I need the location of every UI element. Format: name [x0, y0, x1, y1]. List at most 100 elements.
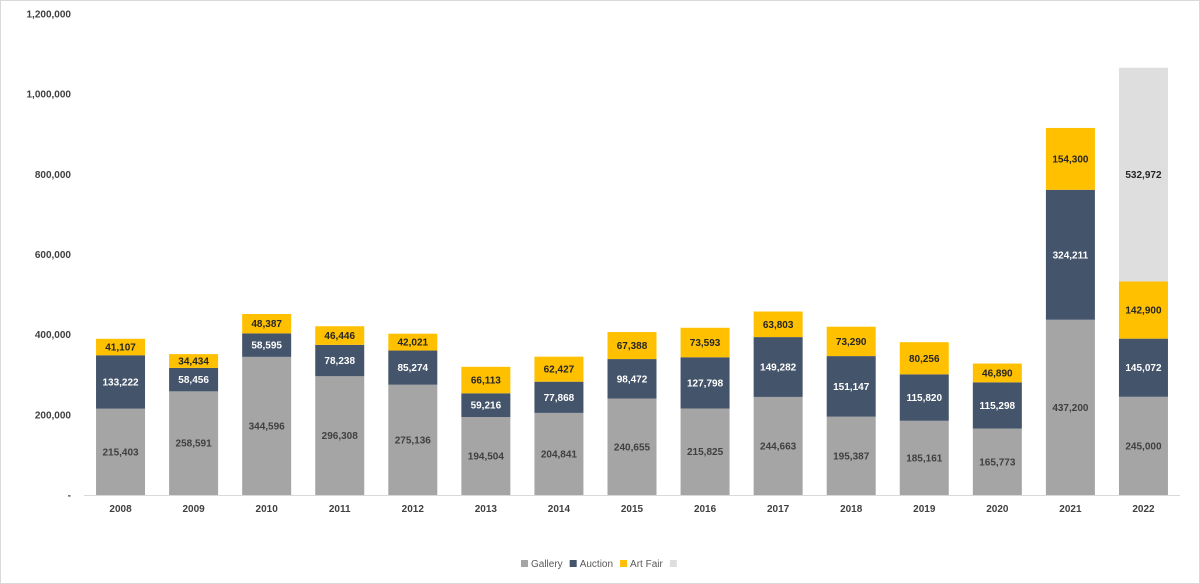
data-label: 324,211	[1053, 250, 1089, 261]
bar-gallery-2009	[169, 391, 219, 495]
bar-art-fair-2015	[607, 332, 657, 360]
y-tick-label: 1,000,000	[27, 90, 72, 101]
data-label: 165,773	[979, 457, 1016, 468]
bar-art-fair-2009	[169, 354, 219, 368]
data-label: 149,282	[760, 363, 797, 374]
bar-art-fair-2011	[315, 326, 365, 345]
data-label: 59,216	[471, 401, 502, 412]
data-label: 77,868	[544, 393, 575, 404]
bar-art-fair-2010	[242, 313, 292, 334]
bar-auction-2022	[1118, 338, 1168, 397]
bar-gallery-2021	[1045, 319, 1095, 495]
x-tick-label: 2014	[548, 504, 571, 515]
data-label: 133,222	[102, 377, 139, 388]
bar-art-fair-2022	[1118, 281, 1168, 339]
bar-art-fair-2016	[680, 327, 730, 358]
bar-auction-2018	[826, 356, 876, 417]
bar-other-2022	[1118, 67, 1168, 282]
data-label: 41,107	[105, 343, 136, 354]
data-label: 78,238	[324, 356, 355, 367]
bar-gallery-2010	[242, 356, 292, 495]
data-label: 151,147	[833, 382, 870, 393]
data-label: 204,841	[541, 449, 578, 460]
data-label: 58,595	[251, 341, 282, 352]
bar-gallery-2012	[388, 384, 438, 495]
bar-auction-2011	[315, 344, 365, 377]
x-axis: 2008 2009 2010 2011 2012 2013 2014 2015 2016 2017…	[109, 504, 1155, 515]
data-label: 67,388	[617, 341, 648, 352]
bar-auction-2012	[388, 350, 438, 385]
data-label: 42,021	[398, 338, 429, 349]
bar-auction-2021	[1045, 189, 1095, 320]
x-tick-label: 2013	[475, 504, 498, 515]
x-tick-label: 2010	[256, 504, 279, 515]
data-label: 154,300	[1052, 154, 1089, 165]
data-label: 240,655	[614, 442, 651, 453]
bar-gallery-2020	[972, 428, 1022, 495]
data-label: 115,298	[980, 401, 1016, 412]
data-label: 195,387	[833, 451, 870, 462]
bar-gallery-2019	[899, 420, 949, 495]
x-tick-label: 2017	[767, 504, 790, 515]
x-tick-label: 2020	[986, 504, 1009, 515]
x-tick-label: 2008	[109, 504, 132, 515]
data-label: 275,136	[395, 435, 432, 446]
data-label: 62,427	[544, 365, 575, 376]
data-label: 46,446	[324, 331, 355, 342]
data-label: 437,200	[1052, 403, 1089, 414]
legend-label: Art Fair	[630, 559, 663, 570]
data-label: 127,798	[687, 378, 724, 389]
y-tick-label: 200,000	[35, 410, 72, 421]
data-label: 258,591	[176, 439, 213, 450]
bar-gallery-2015	[607, 398, 657, 495]
legend-label: Auction	[580, 559, 613, 570]
bar-art-fair-2020	[972, 363, 1022, 383]
x-tick-label: 2021	[1059, 504, 1082, 515]
data-label: 46,890	[982, 368, 1013, 379]
bar-art-fair-2013	[461, 366, 511, 394]
data-label: 215,403	[102, 447, 139, 458]
bar-gallery-2022	[1118, 396, 1168, 495]
y-tick-label: 600,000	[35, 250, 72, 261]
x-tick-label: 2015	[621, 504, 644, 515]
bar-gallery-2016	[680, 408, 730, 495]
bar-auction-2008	[96, 355, 146, 409]
legend-swatch	[620, 560, 628, 567]
x-tick-label: 2016	[694, 504, 717, 515]
data-label: 244,663	[760, 441, 797, 452]
bar-art-fair-2014	[534, 356, 584, 382]
bar-art-fair-2019	[899, 342, 949, 375]
legend-swatch	[521, 560, 528, 567]
x-tick-label: 2012	[402, 504, 425, 515]
bar-gallery-2013	[461, 417, 511, 495]
data-label: 85,274	[398, 363, 429, 374]
y-tick-label: -	[68, 491, 71, 502]
bar-gallery-2018	[826, 416, 876, 495]
data-label: 48,387	[251, 319, 282, 330]
bars: 215,403 133,222 41,107 258,591 58,456 34,434 3…	[96, 67, 1168, 495]
bar-gallery-2014	[534, 412, 584, 495]
data-label: 245,000	[1125, 441, 1162, 452]
bar-gallery-2017	[753, 396, 803, 495]
data-label: 98,472	[617, 374, 648, 385]
data-label: 532,972	[1125, 170, 1162, 181]
y-tick-label: 800,000	[35, 170, 72, 181]
data-label: 344,596	[249, 421, 286, 432]
data-label: 73,290	[836, 337, 867, 348]
data-label: 296,308	[322, 431, 359, 442]
bar-art-fair-2012	[388, 333, 438, 351]
x-tick-label: 2019	[913, 504, 936, 515]
bar-auction-2014	[534, 381, 584, 413]
data-label: 145,072	[1125, 363, 1162, 374]
x-tick-label: 2009	[182, 504, 205, 515]
data-label: 34,434	[178, 357, 209, 368]
x-tick-label: 2018	[840, 504, 863, 515]
bar-art-fair-2017	[753, 311, 803, 338]
x-tick-label: 2022	[1132, 504, 1155, 515]
legend: Gallery Auction Art Fair	[521, 559, 677, 570]
data-label: 115,820	[906, 393, 942, 404]
bar-auction-2016	[680, 357, 730, 409]
y-axis: - 200,000 400,000 600,000 800,000 1,000,000 1,…	[27, 10, 72, 502]
y-tick-label: 400,000	[35, 330, 72, 341]
